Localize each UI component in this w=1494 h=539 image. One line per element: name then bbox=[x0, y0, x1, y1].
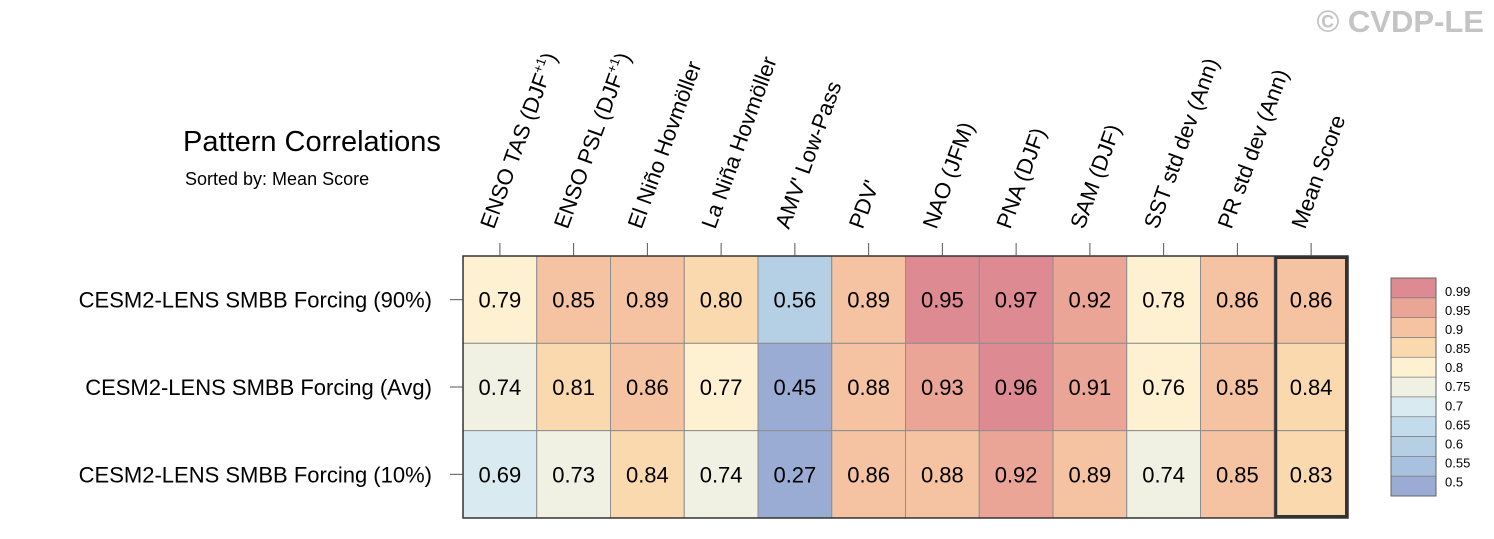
chart-subtitle: Sorted by: Mean Score bbox=[185, 169, 370, 189]
cell-value: 0.74 bbox=[1142, 462, 1185, 487]
column-label: Mean Score bbox=[1286, 112, 1350, 232]
cell-value: 0.92 bbox=[1068, 288, 1111, 313]
colorbar-swatch bbox=[1391, 337, 1436, 358]
cell-value: 0.86 bbox=[1290, 288, 1333, 313]
colorbar-swatch bbox=[1391, 297, 1436, 318]
cell-value: 0.84 bbox=[1290, 375, 1333, 400]
heatmap-cell bbox=[610, 430, 685, 519]
heatmap-cell bbox=[831, 342, 906, 432]
cell-value: 0.73 bbox=[552, 462, 595, 487]
cell-value: 0.84 bbox=[626, 462, 669, 487]
heatmap-cell bbox=[831, 430, 906, 519]
heatmap-cell bbox=[905, 342, 980, 432]
column-label: ENSO TAS (DJF+1) bbox=[474, 49, 562, 232]
colorbar-label: 0.75 bbox=[1445, 379, 1470, 394]
colorbar-swatch bbox=[1391, 456, 1436, 477]
cell-value: 0.86 bbox=[626, 375, 669, 400]
cell-value: 0.86 bbox=[1216, 288, 1259, 313]
cell-value: 0.96 bbox=[995, 375, 1038, 400]
colorbar-swatch bbox=[1391, 377, 1436, 397]
column-label: El Niño Hovmöller bbox=[623, 58, 707, 232]
heatmap-cell bbox=[905, 430, 980, 519]
colorbar-border bbox=[1390, 277, 1437, 497]
highlight-column-border bbox=[1274, 256, 1348, 518]
colorbar-swatch bbox=[1391, 396, 1436, 417]
cell-value: 0.80 bbox=[700, 288, 743, 313]
cell-value: 0.45 bbox=[773, 375, 816, 400]
cell-value: 0.74 bbox=[700, 462, 743, 487]
colorbar-label: 0.99 bbox=[1445, 284, 1470, 299]
column-label: PDV' bbox=[844, 177, 884, 232]
cell-value: 0.88 bbox=[921, 462, 964, 487]
cell-value: 0.89 bbox=[1068, 462, 1111, 487]
column-label: La Niña Hovmöller bbox=[696, 53, 781, 232]
cell-value: 0.91 bbox=[1068, 375, 1111, 400]
colorbar-label: 0.85 bbox=[1445, 341, 1470, 356]
cell-value: 0.89 bbox=[626, 288, 669, 313]
cell-value: 0.83 bbox=[1290, 462, 1333, 487]
column-label: ENSO PSL (DJF+1) bbox=[548, 49, 636, 232]
cell-value: 0.85 bbox=[1216, 462, 1259, 487]
colorbar-label: 0.8 bbox=[1445, 360, 1463, 375]
colorbar-label: 0.65 bbox=[1445, 417, 1470, 432]
column-label: SST std dev (Ann) bbox=[1139, 55, 1224, 232]
heatmap-cell bbox=[757, 342, 833, 432]
cell-value: 0.85 bbox=[552, 288, 595, 313]
column-label: NAO (JFM) bbox=[918, 119, 980, 232]
row-label: CESM2-LENS SMBB Forcing (Avg) bbox=[85, 375, 432, 400]
cell-value: 0.74 bbox=[478, 375, 521, 400]
cell-value: 0.85 bbox=[1216, 375, 1259, 400]
colorbar-swatch bbox=[1391, 317, 1436, 338]
colorbar-swatch bbox=[1391, 436, 1436, 457]
watermark: © CVDP-LE bbox=[1316, 4, 1484, 39]
colorbar-swatch bbox=[1391, 476, 1436, 496]
heatmap-cell bbox=[1273, 255, 1349, 344]
cell-value: 0.77 bbox=[700, 375, 743, 400]
heatmap-cell bbox=[1200, 342, 1275, 432]
colorbar-label: 0.7 bbox=[1445, 398, 1463, 413]
heatmap-cell bbox=[462, 342, 538, 432]
colorbar-swatch bbox=[1391, 357, 1436, 378]
cell-value: 0.56 bbox=[773, 288, 816, 313]
heatmap-cell bbox=[1200, 255, 1275, 344]
chart-title: Pattern Correlations bbox=[183, 126, 441, 158]
cell-value: 0.81 bbox=[552, 375, 595, 400]
heatmap-cell bbox=[978, 255, 1054, 344]
cell-value: 0.88 bbox=[847, 375, 890, 400]
heatmap-cell bbox=[1052, 430, 1128, 519]
column-label: PR std dev (Ann) bbox=[1213, 66, 1294, 232]
heatmap-cell bbox=[610, 342, 685, 432]
colorbar-label: 0.55 bbox=[1445, 455, 1470, 470]
column-label: AMV' Low-Pass bbox=[770, 78, 846, 232]
cell-value: 0.86 bbox=[847, 462, 890, 487]
heatmap-cell bbox=[536, 255, 611, 344]
heatmap-cell bbox=[462, 430, 538, 519]
column-label: SAM (DJF) bbox=[1065, 121, 1126, 232]
column-label: PNA (DJF) bbox=[991, 124, 1050, 231]
cell-value: 0.97 bbox=[995, 288, 1038, 313]
cell-value: 0.27 bbox=[773, 462, 816, 487]
cell-value: 0.95 bbox=[921, 288, 964, 313]
cell-value: 0.93 bbox=[921, 375, 964, 400]
colorbar-label: 0.95 bbox=[1445, 303, 1470, 318]
row-label: CESM2-LENS SMBB Forcing (10%) bbox=[79, 462, 432, 487]
heatmap-cell bbox=[1126, 430, 1201, 519]
cell-value: 0.78 bbox=[1142, 288, 1185, 313]
cell-value: 0.92 bbox=[995, 462, 1038, 487]
row-label: CESM2-LENS SMBB Forcing (90%) bbox=[79, 288, 432, 313]
colorbar-swatch bbox=[1391, 278, 1436, 298]
cell-value: 0.79 bbox=[478, 288, 521, 313]
cell-value: 0.76 bbox=[1142, 375, 1185, 400]
colorbar-label: 0.9 bbox=[1445, 322, 1463, 337]
colorbar-label: 0.5 bbox=[1445, 474, 1463, 489]
cell-value: 0.69 bbox=[478, 462, 521, 487]
heatmap-cell bbox=[1273, 430, 1349, 519]
colorbar-swatch bbox=[1391, 416, 1436, 437]
colorbar-label: 0.6 bbox=[1445, 436, 1463, 451]
heatmap-cell bbox=[1052, 342, 1128, 432]
cell-value: 0.89 bbox=[847, 288, 890, 313]
heatmap-cell bbox=[1273, 342, 1349, 432]
heatmap-cell bbox=[683, 430, 759, 519]
